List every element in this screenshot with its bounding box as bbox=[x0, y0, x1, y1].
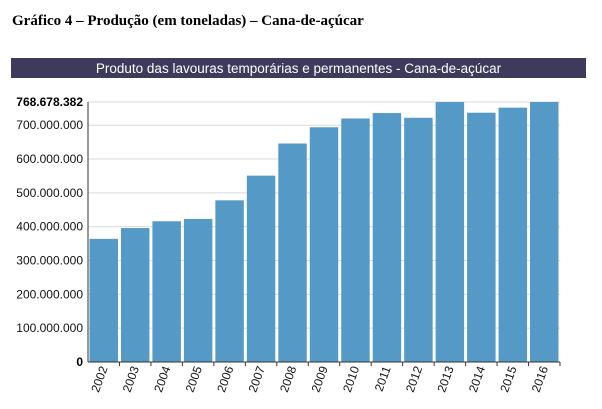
bar-2013 bbox=[435, 102, 465, 362]
chart-title: Produto das lavouras temporárias e perma… bbox=[11, 58, 586, 78]
bar-2010 bbox=[341, 118, 370, 362]
x-tick-label: 2003 bbox=[120, 364, 142, 394]
x-tick-label: 2005 bbox=[183, 364, 205, 394]
y-tick-label: 600.000.000 bbox=[16, 152, 83, 166]
y-tick-label: 768.678.382 bbox=[16, 95, 83, 109]
x-tick-label: 2014 bbox=[466, 364, 488, 394]
y-tick-labels: 0 100.000.000 200.000.000 300.000.000 400.00… bbox=[16, 95, 83, 369]
bar-2004 bbox=[152, 221, 181, 362]
bar-2008 bbox=[278, 143, 307, 362]
y-tick-label: 400.000.000 bbox=[16, 220, 83, 234]
x-tick-label: 2006 bbox=[214, 364, 236, 394]
bar-2006 bbox=[215, 200, 244, 362]
y-tick-label: 100.000.000 bbox=[16, 321, 83, 335]
x-tick-label: 2016 bbox=[529, 364, 551, 394]
bar-2012 bbox=[404, 117, 433, 362]
x-tick-label: 2007 bbox=[246, 364, 268, 394]
bar-2005 bbox=[183, 218, 213, 362]
bar-2003 bbox=[120, 228, 150, 362]
bar-2002 bbox=[89, 238, 118, 362]
axes bbox=[87, 102, 560, 363]
x-tick-label: 2011 bbox=[372, 364, 394, 393]
y-tick-label: 300.000.000 bbox=[16, 254, 83, 268]
x-tick-label: 2009 bbox=[309, 364, 331, 394]
x-tick-label: 2010 bbox=[340, 364, 362, 394]
bar-2009 bbox=[309, 127, 339, 362]
y-tick-label: 500.000.000 bbox=[16, 186, 83, 200]
y-tick-label: 0 bbox=[76, 355, 83, 369]
figure-caption: Gráfico 4 – Produção (em toneladas) – Ca… bbox=[12, 13, 364, 29]
bar-2007 bbox=[246, 175, 276, 362]
x-tick-label: 2012 bbox=[403, 364, 425, 394]
bar-2011 bbox=[372, 113, 402, 363]
x-tick-label: 2013 bbox=[434, 364, 456, 394]
bars bbox=[89, 102, 559, 363]
bar-2015 bbox=[498, 107, 528, 362]
x-tick-label: 2004 bbox=[151, 364, 173, 394]
x-tick-label: 2015 bbox=[497, 364, 519, 394]
x-tick-labels: 2002 2003 2004 2005 2006 2007 2008 2009 2010 2011… bbox=[88, 362, 561, 394]
x-tick-label: 2002 bbox=[88, 364, 110, 394]
bar-2014 bbox=[467, 112, 496, 362]
y-tick-label: 200.000.000 bbox=[16, 287, 83, 301]
bar-2016 bbox=[530, 102, 559, 362]
y-tick-label: 700.000.000 bbox=[16, 118, 83, 132]
x-tick-label: 2008 bbox=[277, 364, 299, 394]
